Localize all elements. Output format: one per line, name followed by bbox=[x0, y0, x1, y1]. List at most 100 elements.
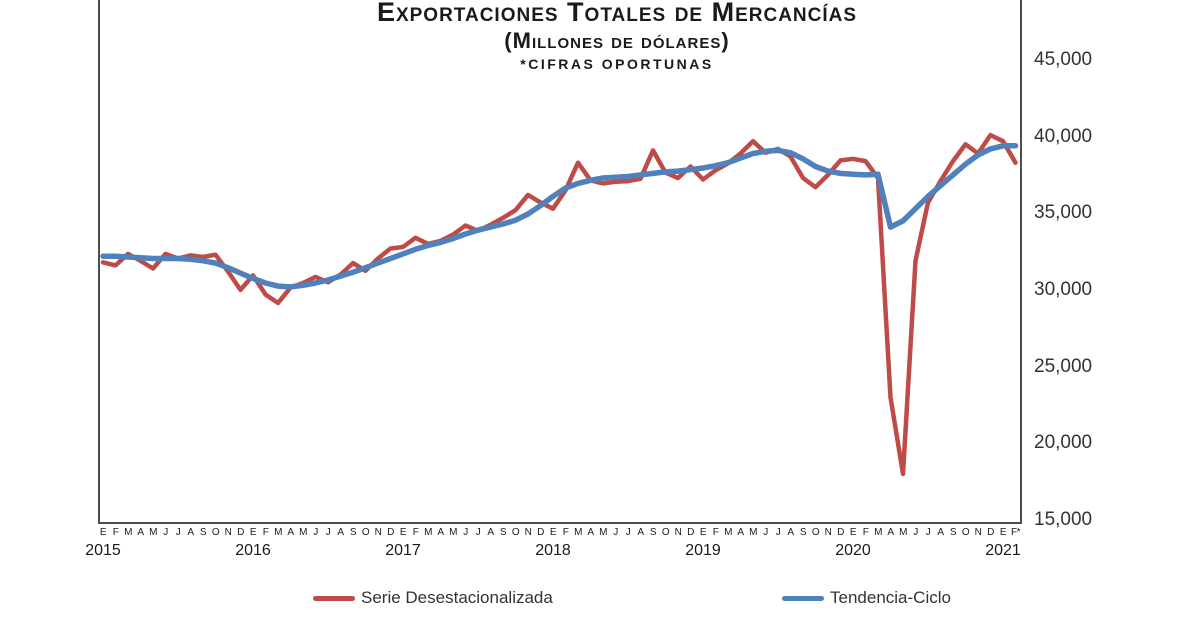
year-label: 2019 bbox=[685, 542, 721, 559]
month-tick-label: M bbox=[299, 527, 307, 538]
month-tick-label: M bbox=[899, 527, 907, 538]
month-tick-label: E bbox=[699, 527, 707, 538]
month-tick-label: M bbox=[449, 527, 457, 538]
chart-note: *CIFRAS OPORTUNAS bbox=[520, 56, 714, 72]
month-tick-label: O bbox=[511, 527, 520, 538]
series-plot bbox=[100, 132, 1019, 477]
month-tick-label: S bbox=[499, 527, 507, 538]
y-tick-label: 25,000 bbox=[1034, 355, 1093, 377]
month-tick-label: J bbox=[175, 527, 181, 538]
year-label: 2017 bbox=[385, 542, 421, 559]
month-tick-label: N bbox=[824, 527, 832, 538]
month-tick-label: D bbox=[237, 527, 244, 538]
month-tick-label: F* bbox=[1011, 527, 1021, 538]
month-tick-label: O bbox=[361, 527, 370, 538]
month-tick-label: E bbox=[99, 527, 107, 538]
month-tick-label: O bbox=[811, 527, 820, 538]
legend-item-serie-desestacionalizada: Serie Desestacionalizada bbox=[313, 586, 553, 610]
month-tick-label: A bbox=[937, 527, 944, 538]
month-tick-label: A bbox=[637, 527, 644, 538]
month-tick-label: S bbox=[649, 527, 657, 538]
month-tick-label: A bbox=[287, 527, 294, 538]
month-tick-label: A bbox=[487, 527, 494, 538]
axis-bottom-border bbox=[98, 522, 1022, 524]
year-label: 2021 bbox=[985, 542, 1021, 559]
month-tick-label: S bbox=[349, 527, 357, 538]
y-tick-label: 30,000 bbox=[1034, 278, 1093, 300]
month-tick-label: D bbox=[387, 527, 394, 538]
month-tick-label: J bbox=[475, 527, 481, 538]
month-tick-label: A bbox=[887, 527, 894, 538]
legend: Serie Desestacionalizada Tendencia-Ciclo bbox=[0, 586, 1200, 616]
month-tick-label: N bbox=[374, 527, 382, 538]
title-block: Exportaciones Totales de Mercancías (Mil… bbox=[200, 0, 1034, 74]
month-tick-label: M bbox=[724, 527, 732, 538]
month-tick-label: A bbox=[787, 527, 794, 538]
month-tick-label: E bbox=[249, 527, 257, 538]
month-tick-label: A bbox=[737, 527, 744, 538]
month-tick-label: N bbox=[524, 527, 532, 538]
month-tick-label: A bbox=[187, 527, 194, 538]
month-tick-label: M bbox=[749, 527, 757, 538]
month-tick-label: F bbox=[112, 527, 119, 538]
axis-left-border bbox=[98, 0, 100, 523]
month-tick-label: J bbox=[775, 527, 781, 538]
month-tick-label: J bbox=[463, 527, 468, 538]
month-tick-label: F bbox=[862, 527, 869, 538]
month-tick-label: F bbox=[562, 527, 569, 538]
y-tick-label: 35,000 bbox=[1034, 202, 1093, 224]
year-label: 2018 bbox=[535, 542, 571, 559]
month-tick-label: S bbox=[199, 527, 207, 538]
month-tick-label: O bbox=[661, 527, 670, 538]
month-tick-label: D bbox=[987, 527, 994, 538]
month-tick-label: M bbox=[574, 527, 582, 538]
month-tick-label: O bbox=[211, 527, 220, 538]
month-tick-label: E bbox=[849, 527, 857, 538]
month-tick-label: E bbox=[549, 527, 557, 538]
month-tick-label: F bbox=[712, 527, 719, 538]
month-tick-label: M bbox=[874, 527, 882, 538]
month-tick-label: S bbox=[799, 527, 807, 538]
month-tick-label: J bbox=[913, 527, 918, 538]
month-tick-label: D bbox=[537, 527, 544, 538]
month-tick-label: J bbox=[763, 527, 768, 538]
month-tick-label: J bbox=[625, 527, 631, 538]
chart-title: Exportaciones Totales de Mercancías bbox=[376, 0, 858, 27]
year-label: 2016 bbox=[235, 542, 271, 559]
month-tick-label: D bbox=[687, 527, 694, 538]
month-tick-label: A bbox=[587, 527, 594, 538]
axis-right-border bbox=[1020, 0, 1022, 523]
month-tick-label: D bbox=[837, 527, 844, 538]
legend-label-tendencia-ciclo: Tendencia-Ciclo bbox=[830, 588, 951, 607]
legend-label-serie-desestacionalizada: Serie Desestacionalizada bbox=[361, 588, 553, 607]
month-tick-label: N bbox=[674, 527, 682, 538]
month-tick-label: M bbox=[599, 527, 607, 538]
month-tick-label: M bbox=[424, 527, 432, 538]
month-tick-label: E bbox=[999, 527, 1007, 538]
month-tick-label: M bbox=[274, 527, 282, 538]
month-tick-label: J bbox=[925, 527, 931, 538]
month-tick-label: A bbox=[137, 527, 144, 538]
y-tick-label: 40,000 bbox=[1034, 125, 1093, 147]
legend-item-tendencia-ciclo: Tendencia-Ciclo bbox=[782, 586, 951, 610]
year-label: 2015 bbox=[85, 542, 121, 559]
chart-subtitle: (Millones de dólares) bbox=[504, 28, 730, 53]
y-tick-label: 45,000 bbox=[1034, 48, 1093, 70]
month-tick-label: M bbox=[149, 527, 157, 538]
y-tick-label: 15,000 bbox=[1034, 509, 1093, 530]
month-tick-label: N bbox=[224, 527, 232, 538]
y-tick-label: 20,000 bbox=[1034, 432, 1093, 454]
month-tick-label: F bbox=[412, 527, 419, 538]
serie-desestacionalizada-swatch bbox=[313, 595, 355, 601]
tendencia-ciclo-swatch bbox=[782, 595, 824, 601]
month-tick-label: E bbox=[399, 527, 407, 538]
month-tick-label: F bbox=[262, 527, 269, 538]
month-tick-label: J bbox=[163, 527, 168, 538]
month-tick-label: N bbox=[974, 527, 982, 538]
month-tick-label: J bbox=[313, 527, 318, 538]
month-tick-label: J bbox=[613, 527, 618, 538]
tendencia-ciclo-line bbox=[100, 143, 1019, 290]
month-tick-label: O bbox=[961, 527, 970, 538]
